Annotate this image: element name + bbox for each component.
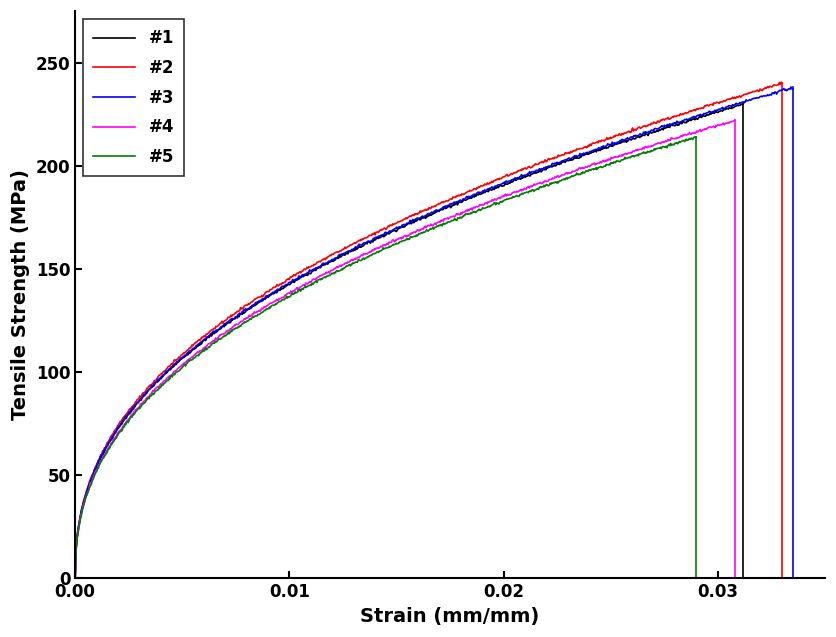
#5 bbox=[466, 210, 476, 217]
#2 bbox=[481, 181, 491, 189]
#1 bbox=[458, 197, 468, 204]
Legend: #1, #2, #3, #4, #5: #1, #2, #3, #4, #5 bbox=[84, 20, 184, 176]
#5 bbox=[541, 181, 551, 189]
#4 bbox=[730, 117, 740, 124]
#5 bbox=[691, 133, 701, 141]
#1 bbox=[738, 99, 748, 107]
#4 bbox=[570, 167, 580, 175]
#4 bbox=[110, 433, 120, 441]
#5 bbox=[431, 224, 441, 231]
#3 bbox=[528, 168, 538, 175]
#1 bbox=[476, 190, 486, 198]
Line: #4: #4 bbox=[75, 120, 735, 578]
#1 bbox=[645, 128, 655, 136]
#2 bbox=[499, 173, 509, 180]
#2 bbox=[679, 110, 689, 117]
Y-axis label: Tensile Strength (MPa): Tensile Strength (MPa) bbox=[11, 169, 30, 420]
#4 bbox=[453, 210, 463, 218]
#2 bbox=[114, 421, 124, 429]
#3 bbox=[786, 83, 796, 91]
X-axis label: Strain (mm/mm): Strain (mm/mm) bbox=[360, 607, 540, 626]
#4 bbox=[638, 144, 648, 152]
#3 bbox=[70, 575, 80, 582]
Line: #1: #1 bbox=[75, 103, 743, 578]
#3 bbox=[688, 113, 698, 121]
#1 bbox=[496, 182, 506, 190]
#5 bbox=[690, 133, 700, 141]
#2 bbox=[606, 134, 616, 142]
#5 bbox=[605, 161, 615, 169]
#4 bbox=[471, 203, 481, 210]
#5 bbox=[108, 438, 118, 446]
#5 bbox=[447, 217, 457, 224]
#3 bbox=[115, 422, 125, 430]
#2 bbox=[70, 575, 80, 582]
#1 bbox=[70, 575, 80, 582]
#1 bbox=[577, 152, 587, 159]
Line: #5: #5 bbox=[75, 137, 696, 578]
#2 bbox=[521, 164, 531, 172]
#3 bbox=[487, 183, 497, 190]
#4 bbox=[491, 196, 501, 204]
#1 bbox=[111, 428, 121, 436]
#5 bbox=[70, 575, 80, 582]
#3 bbox=[788, 85, 798, 93]
Line: #2: #2 bbox=[75, 82, 782, 578]
#4 bbox=[70, 575, 80, 582]
#2 bbox=[776, 78, 786, 86]
#3 bbox=[506, 177, 516, 185]
Line: #3: #3 bbox=[75, 87, 793, 578]
#3 bbox=[614, 138, 624, 145]
#2 bbox=[777, 79, 787, 87]
